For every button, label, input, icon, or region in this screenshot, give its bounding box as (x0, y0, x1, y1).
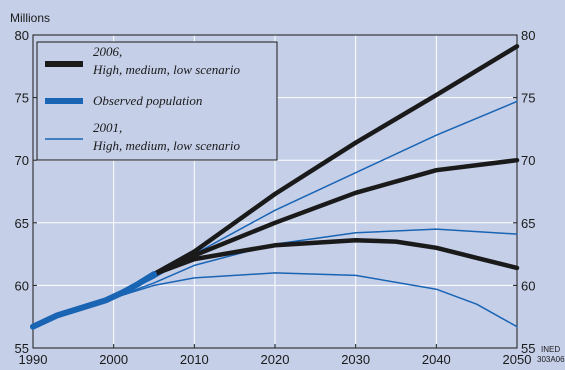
y-tick-label-left-60: 60 (15, 278, 29, 293)
legend-label-2001-line1: 2001, (93, 120, 122, 135)
series-line-2006-low (151, 238, 520, 277)
y-axis-unit-label: Millions (10, 11, 50, 25)
x-tick-label-2030: 2030 (341, 352, 370, 367)
y-tick-label-right-70: 70 (521, 153, 535, 168)
series-line-2001-low (112, 272, 518, 328)
legend-label-2006-line1: 2006, (93, 44, 122, 59)
x-tick-label-2040: 2040 (422, 352, 451, 367)
x-axis-ticks: 1990 2000 2010 2020 2030 2040 2050 (19, 344, 532, 367)
credit-ined: INED (541, 345, 560, 354)
y-tick-label-right-75: 75 (521, 91, 535, 106)
x-tick-label-2050: 2050 (503, 352, 532, 367)
series-line-observed (30, 271, 157, 330)
x-tick-label-2010: 2010 (180, 352, 209, 367)
y-tick-label-left-65: 65 (15, 216, 29, 231)
series-lines (30, 44, 520, 330)
series-line-2006-high (151, 44, 520, 277)
x-tick-label-2000: 2000 (99, 352, 128, 367)
y-tick-label-right-65: 65 (521, 216, 535, 231)
legend-label-observed: Observed population (93, 93, 202, 108)
y-tick-label-left-75: 75 (15, 91, 29, 106)
series-line-2006-medium (151, 157, 520, 277)
y-tick-label-left-70: 70 (15, 153, 29, 168)
y-tick-label-left-80: 80 (15, 28, 29, 43)
y-tick-label-right-80: 80 (521, 28, 535, 43)
y-tick-label-right-55: 55 (521, 341, 535, 356)
x-tick-label-1990: 1990 (19, 352, 48, 367)
legend-label-2001-line2: High, medium, low scenario (92, 138, 240, 153)
legend: 2006, High, medium, low scenario Observe… (36, 41, 278, 161)
y-axis-ticks: 55 55 60 60 65 65 70 70 75 75 80 80 (15, 28, 536, 356)
y-tick-label-right-60: 60 (521, 278, 535, 293)
x-tick-label-2020: 2020 (261, 352, 290, 367)
series-line-2001-high (112, 100, 518, 299)
y-tick-label-left-55: 55 (15, 341, 29, 356)
credit-code: 303A06 (537, 355, 565, 364)
legend-label-2006-line2: High, medium, low scenario (92, 62, 240, 77)
